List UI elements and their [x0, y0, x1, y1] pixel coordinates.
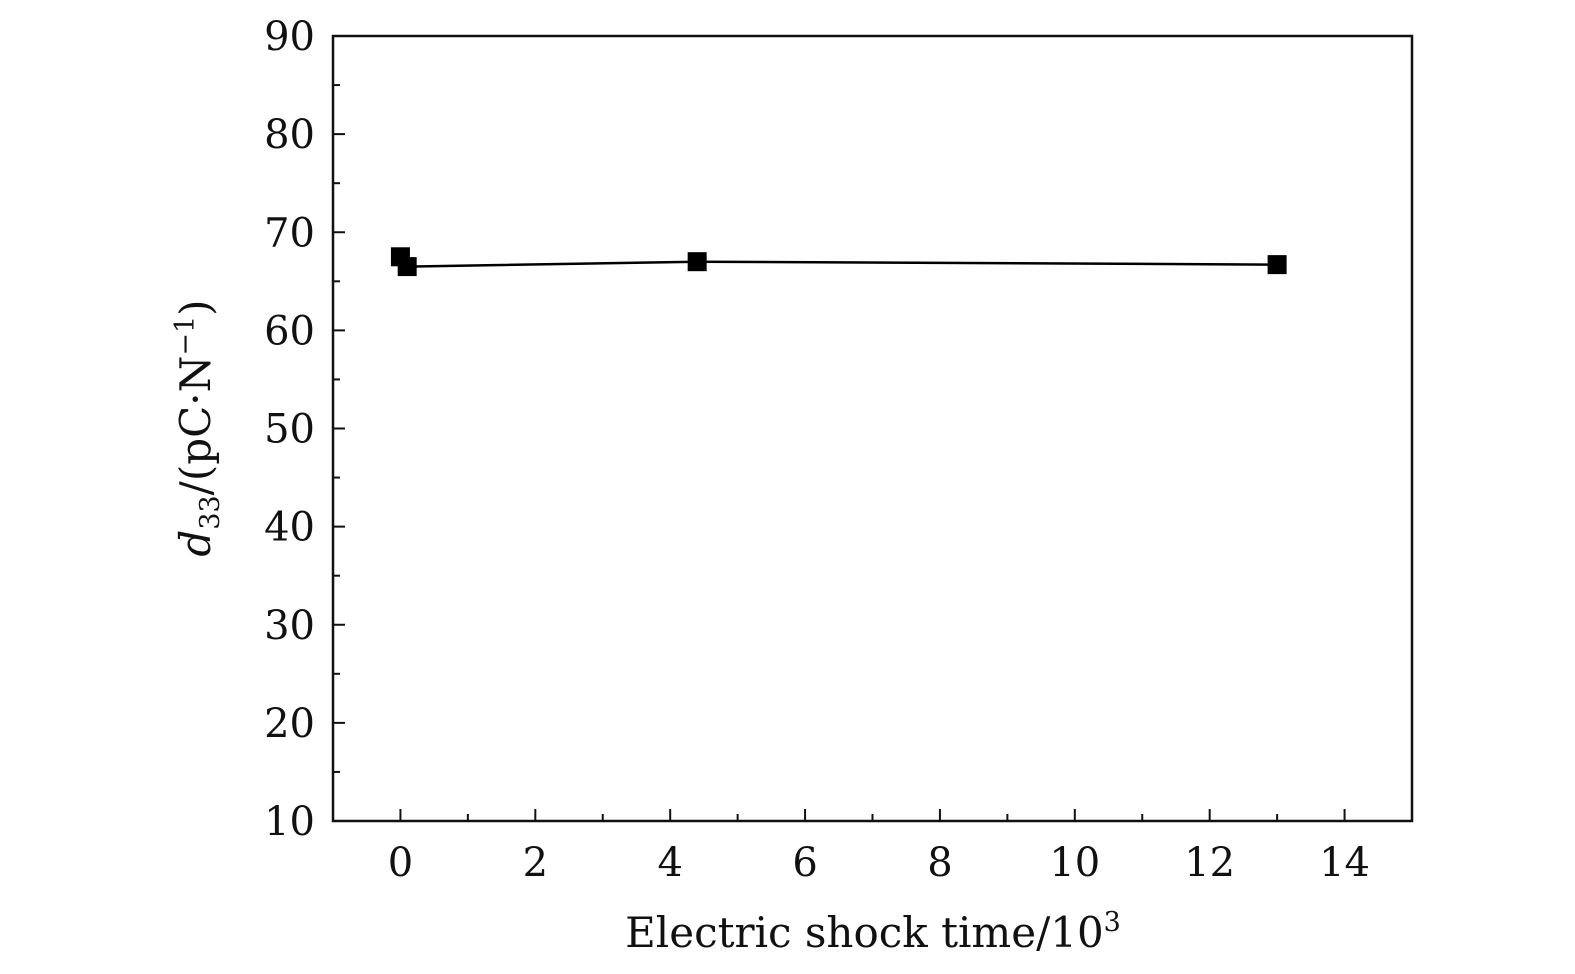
x-tick-label-0: 0 — [388, 840, 413, 886]
y-tick-label-90: 90 — [264, 14, 315, 60]
x-axis-label-exponent: 3 — [1104, 907, 1121, 938]
plot-area: 10 20 30 40 50 60 70 80 90 0 2 4 6 8 10 12 14 — [264, 14, 1414, 886]
y-axis-label-unit: /(pC·N — [171, 356, 220, 496]
y-axis-label-unit-close: ) — [171, 299, 220, 315]
y-tick-label-80: 80 — [264, 112, 315, 158]
x-axis-label-text: Electric shock time/10 — [625, 908, 1104, 957]
y-tick-label-10: 10 — [264, 799, 315, 845]
y-axis-label-subscript: 33 — [195, 495, 226, 529]
y-tick-label-40: 40 — [264, 505, 315, 551]
plot-frame — [331, 34, 1414, 823]
y-tick-label-20: 20 — [264, 701, 315, 747]
y-tick-label-30: 30 — [264, 603, 315, 649]
x-tick-label-6: 6 — [792, 840, 817, 886]
y-axis-label-symbol: d — [171, 530, 220, 557]
y-axis-label-unit-exponent: −1 — [170, 316, 201, 356]
y-tick-label-50: 50 — [264, 407, 315, 453]
x-tick-label-10: 10 — [1049, 840, 1100, 886]
x-axis-label: Electric shock time/103 — [625, 907, 1121, 957]
series-0-point-1 — [397, 257, 417, 277]
y-tick-label-70: 70 — [264, 210, 315, 256]
x-tick-label-8: 8 — [927, 840, 952, 886]
y-axis-label: d33/(pC·N−1) — [170, 299, 226, 556]
series-0-point-2 — [687, 252, 707, 272]
x-tick-label-4: 4 — [657, 840, 682, 886]
series-0-point-3 — [1267, 255, 1287, 275]
y-tick-label-60: 60 — [264, 308, 315, 354]
x-tick-label-12: 12 — [1184, 840, 1235, 886]
x-tick-label-2: 2 — [523, 840, 548, 886]
series-0-line — [407, 260, 1278, 268]
x-tick-label-14: 14 — [1319, 840, 1370, 886]
